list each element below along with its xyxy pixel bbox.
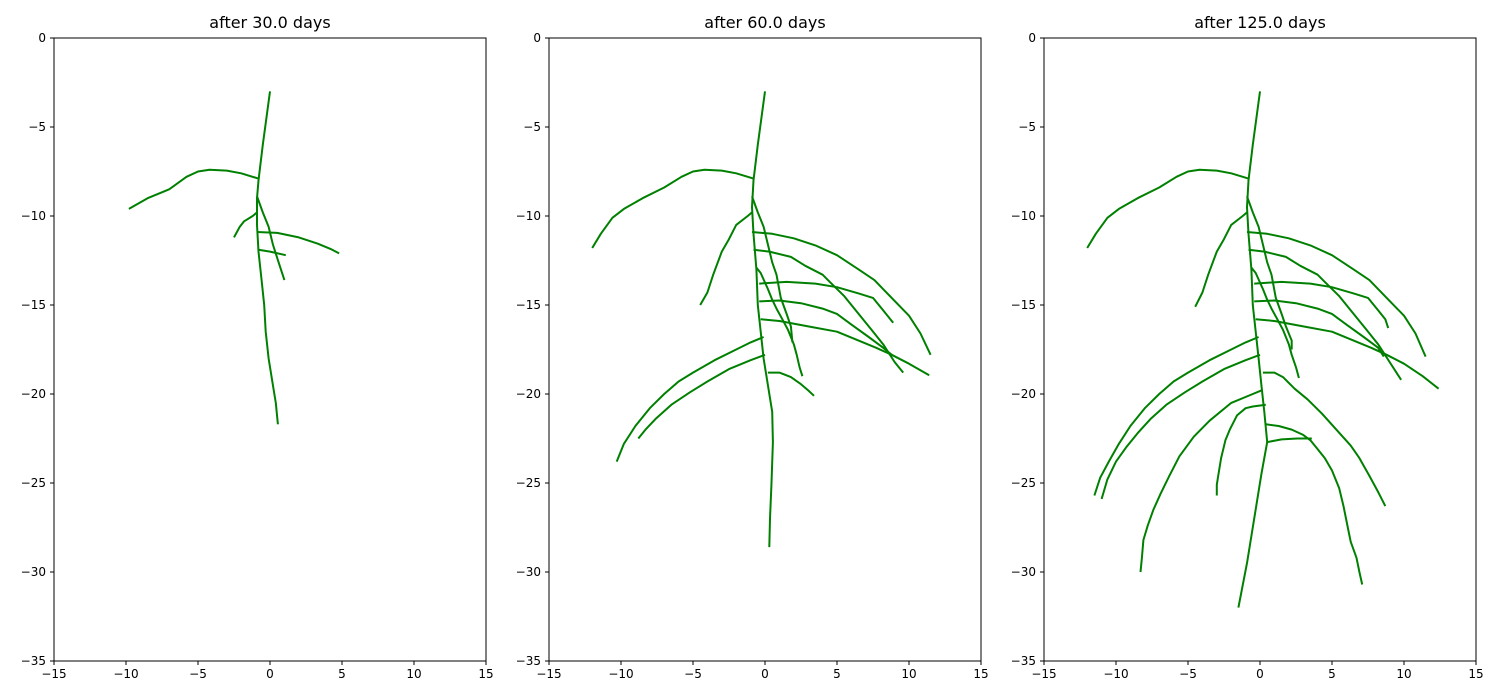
y-tick-label: −15 xyxy=(21,298,46,312)
x-tick-label: 10 xyxy=(406,667,421,681)
root-segment xyxy=(128,168,259,210)
x-tick-label: 10 xyxy=(1396,667,1411,681)
root-segment xyxy=(751,91,774,548)
root-segment xyxy=(753,248,904,374)
y-tick-label: 0 xyxy=(1028,31,1036,45)
panel-title: after 60.0 days xyxy=(704,13,825,32)
root-segment xyxy=(767,371,815,397)
y-tick-label: −30 xyxy=(516,565,541,579)
y-tick-label: −15 xyxy=(516,298,541,312)
y-tick-label: −30 xyxy=(1011,565,1036,579)
root-segment xyxy=(591,168,754,249)
y-tick-label: −20 xyxy=(21,387,46,401)
y-tick-label: −25 xyxy=(21,476,46,490)
root-segment xyxy=(1246,231,1427,358)
y-tick-label: 0 xyxy=(533,31,541,45)
y-tick-label: −5 xyxy=(1018,120,1036,134)
y-tick-label: −35 xyxy=(21,654,46,668)
axes-frame xyxy=(1043,37,1477,662)
y-tick-label: −35 xyxy=(1011,654,1036,668)
root-lines xyxy=(591,91,932,548)
x-tick-label: 15 xyxy=(1468,667,1483,681)
root-segment xyxy=(1248,248,1402,381)
x-tick-label: 5 xyxy=(833,667,841,681)
y-tick-label: −20 xyxy=(1011,387,1036,401)
x-tick-label: −10 xyxy=(113,667,138,681)
root-segment xyxy=(759,280,894,324)
panel-after-125-days: after 125.0 days −15 −10 −5 0 5 10 15 0 −5 −10 −15… xyxy=(1011,13,1484,681)
root-segment xyxy=(637,353,766,440)
root-segment xyxy=(1254,280,1390,329)
root-segment xyxy=(1215,403,1266,496)
y-tick-label: −25 xyxy=(516,476,541,490)
root-segment xyxy=(1139,389,1262,573)
y-tick-label: −5 xyxy=(523,120,541,134)
x-tick-label: 0 xyxy=(266,667,274,681)
root-lines xyxy=(1086,91,1440,608)
x-tick-label: −15 xyxy=(1031,667,1056,681)
root-segment xyxy=(699,211,753,306)
x-tick-label: 0 xyxy=(761,667,769,681)
root-segment xyxy=(751,196,794,343)
x-tick-label: 15 xyxy=(478,667,493,681)
x-tick-label: −5 xyxy=(189,667,207,681)
x-tick-label: 5 xyxy=(338,667,346,681)
panel-after-30-days: after 30.0 days −15 −10 −5 0 5 10 150−5−10−15−… xyxy=(21,13,494,681)
panel-title: after 125.0 days xyxy=(1194,13,1326,32)
x-tick-label: 0 xyxy=(1256,667,1264,681)
root-segment xyxy=(1086,168,1249,249)
x-tick-label: −5 xyxy=(1179,667,1197,681)
y-tick-label: −10 xyxy=(1011,209,1036,223)
root-segment xyxy=(760,318,930,377)
y-tick-label: −25 xyxy=(1011,476,1036,490)
axes-frame xyxy=(548,37,982,662)
root-segment xyxy=(233,211,258,238)
root-segment xyxy=(615,336,764,462)
x-tick-label: −15 xyxy=(536,667,561,681)
root-segment xyxy=(256,231,340,255)
root-segment xyxy=(256,196,286,281)
y-tick-label: −20 xyxy=(516,387,541,401)
x-tick-label: −5 xyxy=(684,667,702,681)
root-segment xyxy=(1246,196,1293,350)
axes-frame xyxy=(53,37,487,662)
x-tick-label: 5 xyxy=(1328,667,1336,681)
root-segment xyxy=(1194,211,1248,308)
root-lines xyxy=(128,91,340,425)
root-segment xyxy=(751,231,932,356)
root-segment xyxy=(1265,423,1364,585)
x-tick-label: 10 xyxy=(901,667,916,681)
x-tick-label: 15 xyxy=(973,667,988,681)
root-segment xyxy=(256,91,279,425)
root-segment xyxy=(759,299,893,356)
panel-title: after 30.0 days xyxy=(209,13,330,32)
root-segment xyxy=(1267,437,1312,444)
root-segment xyxy=(1100,353,1261,500)
root-segment xyxy=(258,248,287,257)
y-tick-label: −5 xyxy=(28,120,46,134)
x-tick-label: −15 xyxy=(41,667,66,681)
root-segment xyxy=(1093,336,1259,496)
root-segment xyxy=(1254,299,1385,358)
y-tick-label: −35 xyxy=(516,654,541,668)
y-tick-label: −15 xyxy=(1011,298,1036,312)
panel-after-60-days: after 60.0 days −15 −10 −5 0 5 10 150−5−10−15−… xyxy=(516,13,989,681)
root-segment xyxy=(1262,371,1387,507)
root-segment xyxy=(1237,91,1269,608)
y-tick-label: −10 xyxy=(516,209,541,223)
y-tick-label: −10 xyxy=(21,209,46,223)
y-tick-label: −30 xyxy=(21,565,46,579)
y-tick-label: 0 xyxy=(38,31,46,45)
x-tick-label: −10 xyxy=(608,667,633,681)
x-tick-label: −10 xyxy=(1103,667,1128,681)
root-segment xyxy=(1255,318,1440,390)
